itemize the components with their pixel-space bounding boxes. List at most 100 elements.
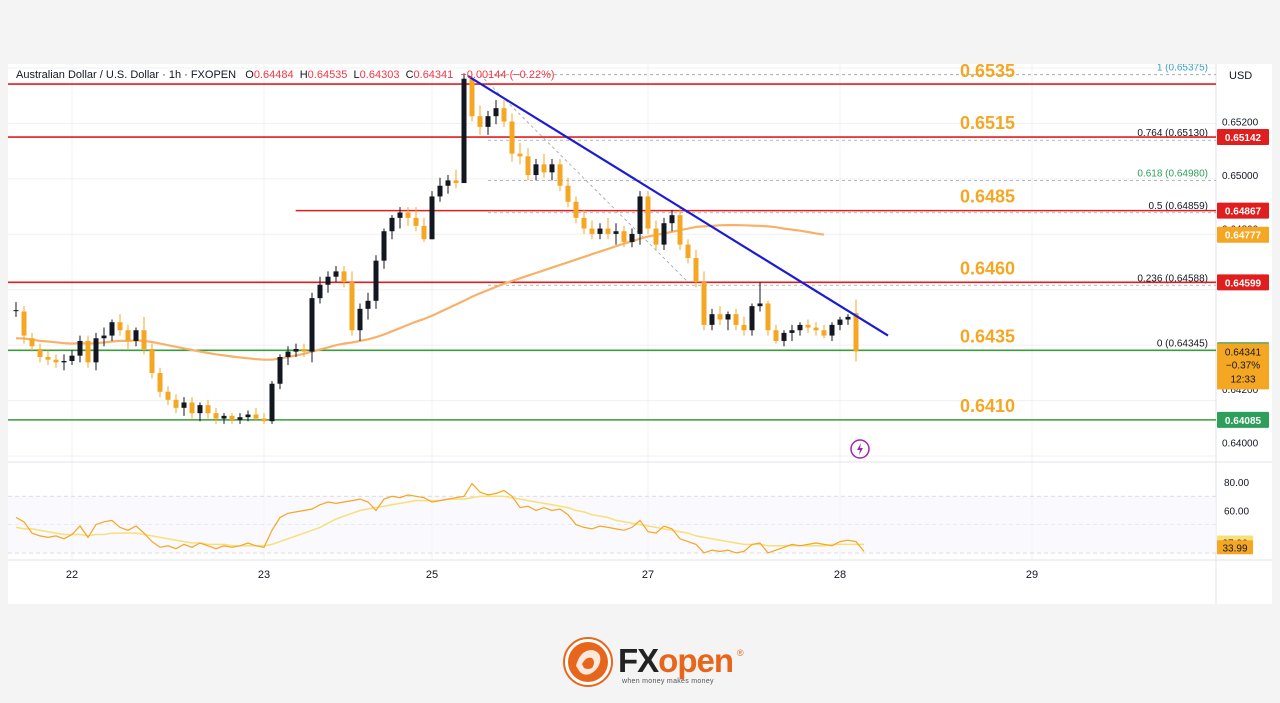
candle-body [93, 338, 99, 363]
candle-body [813, 327, 819, 331]
candle-body [661, 223, 667, 245]
candle-body [565, 185, 571, 202]
candle-body [741, 324, 747, 331]
candle-body [693, 257, 699, 283]
candle-body [589, 228, 595, 234]
price-badge [1217, 274, 1269, 291]
fib-level-label: 0.764 (0.65130) [1137, 128, 1208, 139]
price-badge-label: 0.65142 [1225, 133, 1262, 144]
candle-body [805, 324, 811, 328]
candle-body [317, 284, 323, 299]
y-tick-label: 0.65000 [1222, 171, 1259, 182]
brand-fx: FX [618, 642, 659, 679]
candle-body [253, 414, 259, 419]
candle-body [853, 313, 859, 352]
candle-body [21, 311, 27, 336]
rsi-badge [1217, 540, 1253, 555]
lightning-icon [857, 443, 863, 455]
close-label: C [405, 69, 414, 81]
candle-body [685, 244, 691, 258]
candle-body [829, 324, 835, 336]
candle-body [149, 348, 155, 374]
x-tick-label: 27 [642, 569, 654, 581]
low-label: L [353, 69, 360, 81]
x-tick-label: 22 [66, 569, 78, 581]
fib-level-label: 0.5 (0.64859) [1149, 201, 1209, 212]
fib-level-label: 0.236 (0.64588) [1137, 273, 1208, 284]
candle-body [85, 340, 91, 363]
price-chart-svg[interactable]: 1 (0.65375) 0.764 (0.65130) 0.618 (0.64980… [8, 64, 1272, 604]
candle-body [637, 196, 643, 234]
candle-body [197, 405, 203, 414]
candle-body [293, 348, 299, 352]
change-value: −0.00144 (−0.22%) [460, 69, 555, 81]
candle-body [349, 282, 355, 331]
candle-body [445, 180, 451, 186]
candle-body [133, 330, 139, 341]
candle-body [773, 330, 779, 341]
brand-tagline: when money makes money [622, 678, 714, 685]
candle-body [597, 228, 603, 234]
candle-body [381, 231, 387, 261]
price-badge-label: 0.64599 [1225, 278, 1262, 289]
bearish-trendline [467, 75, 889, 337]
symbol-title: Australian Dollar / U.S. Dollar · 1h · F… [16, 69, 237, 81]
level-label-0.6410: 0.6410 [960, 396, 1015, 416]
candle-body [493, 108, 499, 117]
y-tick-label: 0.64200 [1222, 385, 1259, 396]
candle-body [285, 351, 291, 357]
candle-body [613, 231, 619, 234]
candle-body [53, 359, 59, 363]
level-label-0.6485: 0.6485 [960, 187, 1015, 207]
candle-body [509, 121, 515, 154]
fib-level-label: 0.618 (0.64980) [1137, 168, 1208, 179]
candle-body [333, 271, 339, 277]
candle-body [837, 319, 843, 325]
candle-body [485, 116, 491, 127]
high-label: H [299, 69, 308, 81]
candle-body [301, 348, 307, 352]
moving-average-line [15, 224, 825, 361]
candle-body [501, 108, 507, 122]
high-value: 0.64535 [307, 69, 348, 81]
candle-body [621, 231, 627, 242]
candle-body [101, 335, 107, 339]
x-tick-label: 23 [258, 569, 270, 581]
candle-body [45, 356, 51, 360]
candle-body [573, 201, 579, 218]
fib-level-label: 1 (0.65375) [1157, 64, 1208, 74]
brand-name: FXopen [618, 642, 734, 680]
fib-level-label: 0 (0.64345) [1157, 338, 1208, 349]
rsi-line [15, 482, 865, 554]
bar-countdown: 12:33 [1230, 374, 1255, 385]
candle-body [229, 415, 235, 420]
candle-body [261, 418, 267, 422]
candle-body [517, 153, 523, 157]
rsi-tick-label: 80.00 [1224, 478, 1249, 489]
last-price-value: 0.64341 [1225, 347, 1262, 358]
candle-body [717, 314, 723, 320]
price-badge-label: 0.64777 [1225, 231, 1262, 242]
candle-body [69, 355, 75, 362]
candle-body [325, 276, 331, 285]
open-value: 0.64484 [253, 69, 294, 81]
candle-body [749, 306, 755, 331]
rsi-band-fill [8, 496, 1216, 553]
level-label-0.6435: 0.6435 [960, 326, 1015, 346]
level-label-0.6460: 0.6460 [960, 258, 1015, 278]
candle-body [789, 330, 795, 333]
candle-body [525, 156, 531, 176]
candle-body [213, 413, 219, 419]
candle-body [37, 348, 43, 357]
candle-body [357, 308, 363, 331]
candle-body [645, 196, 651, 229]
candle-body [173, 399, 179, 408]
candle-body [397, 212, 403, 218]
last-price-box [1217, 343, 1269, 390]
symbol-header: Australian Dollar / U.S. Dollar · 1h · F… [16, 69, 555, 81]
price-badge [1217, 202, 1269, 219]
rsi-badge-label: 33.99 [1222, 543, 1247, 554]
candle-body [733, 314, 739, 325]
brand-open: open [658, 642, 734, 679]
candle-body [309, 298, 315, 352]
